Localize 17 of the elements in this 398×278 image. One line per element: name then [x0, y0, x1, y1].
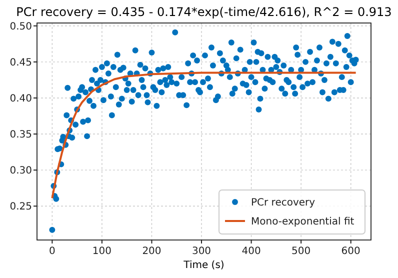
y-tick-label: 0.45	[10, 57, 32, 68]
x-tick-label: 500	[292, 246, 311, 257]
legend-label: PCr recovery	[251, 198, 316, 208]
x-tick-label: 600	[341, 246, 360, 257]
x-tick-label: 0	[48, 246, 56, 257]
y-tick-label: 0.25	[10, 202, 32, 213]
x-tick-label: 100	[92, 246, 112, 257]
y-tick-label: 0.30	[10, 166, 32, 177]
x-axis-title: Time (s)	[182, 260, 224, 271]
x-tick-label: 200	[142, 246, 162, 257]
y-tick-label: 0.35	[10, 130, 32, 141]
legend-label: Mono-exponential fit	[251, 216, 354, 228]
y-tick-label: 0.50	[10, 21, 32, 32]
chart-title: PCr recovery = 0.435 - 0.174*exp(-time/42.616), R^2 = 0.913	[16, 5, 392, 19]
x-tick-label: 400	[242, 246, 261, 257]
y-tick-label: 0.40	[10, 93, 32, 104]
x-tick-label: 300	[192, 246, 212, 257]
